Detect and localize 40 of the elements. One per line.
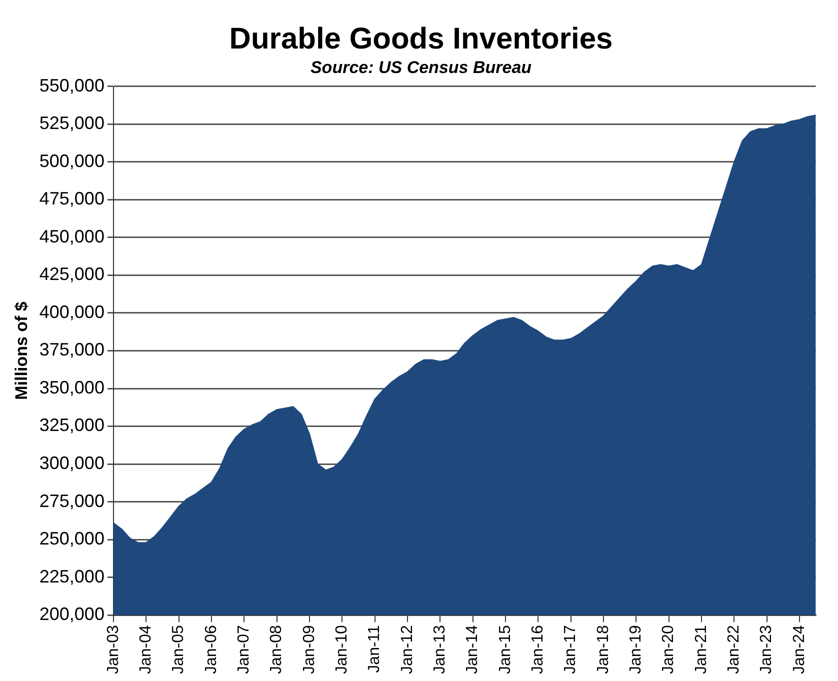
x-tick-label: Jan-21 — [692, 624, 710, 674]
y-tick-label: 400,000 — [39, 302, 104, 322]
chart-title: Durable Goods Inventories — [229, 22, 613, 56]
y-tick-label: 550,000 — [39, 75, 104, 96]
y-tick-label: 450,000 — [39, 226, 104, 246]
x-tick-label: Jan-16 — [530, 624, 547, 674]
y-tick-label: 225,000 — [39, 566, 104, 586]
x-tick-label: Jan-05 — [170, 624, 188, 674]
x-tick-label: Jan-19 — [628, 624, 645, 674]
x-tick-label: Jan-17 — [562, 624, 580, 674]
x-tick-label: Jan-11 — [366, 624, 384, 673]
y-tick-label: 325,000 — [39, 415, 104, 436]
x-tick-label: Jan-03 — [104, 624, 122, 674]
y-tick-label: 425,000 — [39, 264, 104, 284]
x-tick-label: Jan-13 — [432, 624, 449, 674]
y-tick-label: 200,000 — [39, 604, 104, 624]
y-tick-label: 275,000 — [39, 490, 104, 511]
x-tick-label: Jan-07 — [236, 624, 253, 674]
y-tick-label: 500,000 — [39, 150, 104, 171]
y-tick-label: 525,000 — [39, 113, 104, 134]
x-tick-label: Jan-15 — [496, 624, 514, 674]
x-tick-label: Jan-09 — [300, 624, 318, 674]
y-tick-label: 300,000 — [39, 452, 104, 473]
x-tick-label: Jan-12 — [398, 624, 416, 674]
y-axis-title: Millions of $ — [12, 301, 31, 400]
x-tick-label: Jan-22 — [726, 624, 743, 674]
y-tick-label: 250,000 — [39, 528, 104, 549]
x-tick-label: Jan-23 — [758, 624, 776, 674]
x-tick-label: Jan-18 — [594, 624, 612, 674]
x-tick-label: Jan-24 — [790, 624, 808, 674]
x-tick-label: Jan-10 — [334, 624, 351, 674]
x-tick-label: Jan-08 — [268, 624, 286, 674]
y-tick-label: 475,000 — [39, 188, 104, 209]
x-tick-label: Jan-06 — [202, 624, 220, 674]
y-tick-label: 375,000 — [39, 340, 104, 360]
x-tick-label: Jan-20 — [660, 624, 678, 674]
y-tick-label: 350,000 — [39, 377, 104, 398]
x-tick-label: Jan-14 — [464, 624, 482, 674]
x-tick-label: Jan-04 — [138, 624, 155, 674]
chart-subtitle: Source: US Census Bureau — [310, 58, 532, 77]
